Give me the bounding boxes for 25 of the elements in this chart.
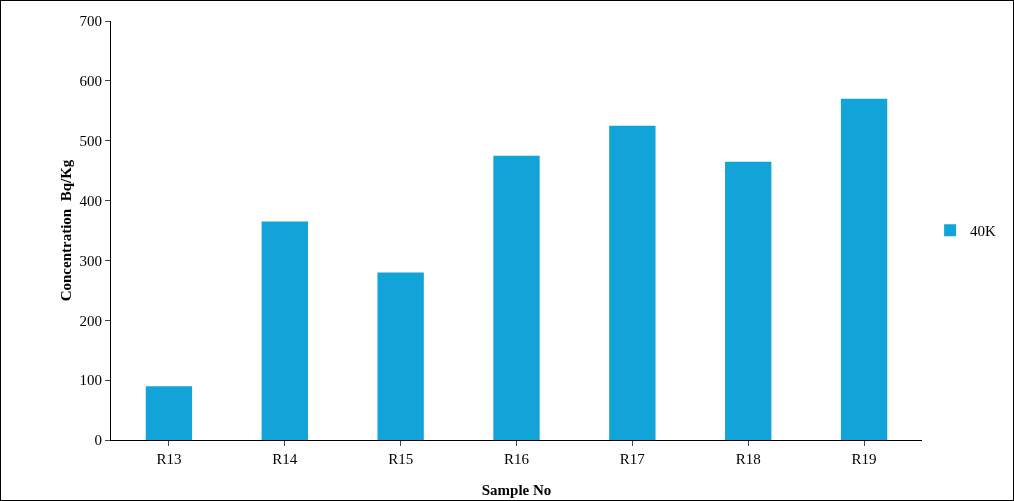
x-tick-label: R18	[735, 451, 761, 467]
bar	[840, 98, 888, 440]
x-tick-label: R16	[503, 451, 530, 467]
y-tick-label: 300	[79, 252, 102, 269]
x-tick-label: R17	[619, 451, 646, 467]
y-tick-label: 0	[94, 432, 102, 449]
y-tick-label: 500	[79, 132, 102, 149]
y-tick-label: 600	[79, 73, 102, 90]
bar	[493, 155, 540, 440]
x-tick-label: R19	[851, 451, 877, 467]
y-tick-label: 700	[79, 13, 102, 30]
y-tick-label: 200	[79, 312, 102, 329]
x-tick-label: R14	[272, 451, 298, 467]
bar	[725, 161, 772, 440]
y-tick-label: 400	[79, 192, 102, 209]
x-tick-label: R15	[388, 451, 414, 467]
x-axis-title: Sample No	[481, 482, 552, 498]
legend-label: 40K	[970, 223, 997, 240]
y-axis-title: Concentration Bq/Kg	[58, 159, 74, 302]
y-tick-label: 100	[79, 372, 102, 389]
bar	[377, 272, 424, 440]
x-tick-label: R13	[156, 451, 182, 467]
bar	[145, 386, 193, 440]
bar	[261, 221, 308, 440]
bar	[609, 125, 656, 440]
